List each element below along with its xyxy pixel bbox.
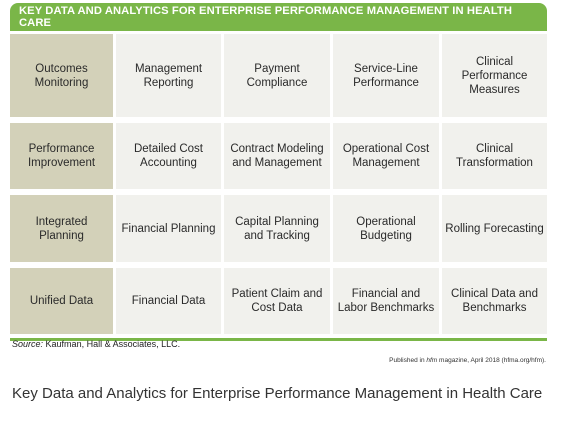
grid-cell: Operational Budgeting: [333, 195, 439, 262]
figure: KEY DATA AND ANALYTICS FOR ENTERPRISE PE…: [10, 3, 547, 341]
row-header: Unified Data: [10, 268, 113, 334]
grid-cell: Detailed Cost Accounting: [116, 123, 221, 189]
row-header: Performance Improvement: [10, 123, 113, 189]
published-note: Published in hfm magazine, April 2018 (h…: [389, 357, 546, 364]
published-magazine: hfm: [426, 357, 438, 364]
grid-cell: Operational Cost Management: [333, 123, 439, 189]
grid-cell: Management Reporting: [116, 34, 221, 117]
figure-title: KEY DATA AND ANALYTICS FOR ENTERPRISE PE…: [10, 3, 547, 31]
grid-cell: Financial and Labor Benchmarks: [333, 268, 439, 334]
data-grid: Outcomes Monitoring Management Reporting…: [10, 31, 547, 334]
source-label: Source:: [12, 339, 44, 349]
grid-cell: Clinical Data and Benchmarks: [442, 268, 547, 334]
source-text: Kaufman, Hall & Associates, LLC.: [45, 339, 181, 349]
grid-cell: Financial Data: [116, 268, 221, 334]
grid-cell: Patient Claim and Cost Data: [224, 268, 330, 334]
row-header: Integrated Planning: [10, 195, 113, 262]
grid-cell: Contract Modeling and Management: [224, 123, 330, 189]
row-header: Outcomes Monitoring: [10, 34, 113, 117]
grid-cell: Financial Planning: [116, 195, 221, 262]
grid-cell: Capital Planning and Tracking: [224, 195, 330, 262]
grid-cell: Payment Compliance: [224, 34, 330, 117]
grid-cell: Clinical Transformation: [442, 123, 547, 189]
grid-cell: Service-Line Performance: [333, 34, 439, 117]
bottom-rule: [10, 338, 547, 341]
image-caption: Key Data and Analytics for Enterprise Pe…: [12, 385, 543, 402]
published-suffix: magazine, April 2018 (hfma.org/hfm).: [439, 357, 546, 364]
grid-cell: Clinical Performance Measures: [442, 34, 547, 117]
grid-cell: Rolling Forecasting: [442, 195, 547, 262]
published-prefix: Published in: [389, 357, 425, 364]
source-note: Source: Kaufman, Hall & Associates, LLC.: [12, 339, 180, 349]
